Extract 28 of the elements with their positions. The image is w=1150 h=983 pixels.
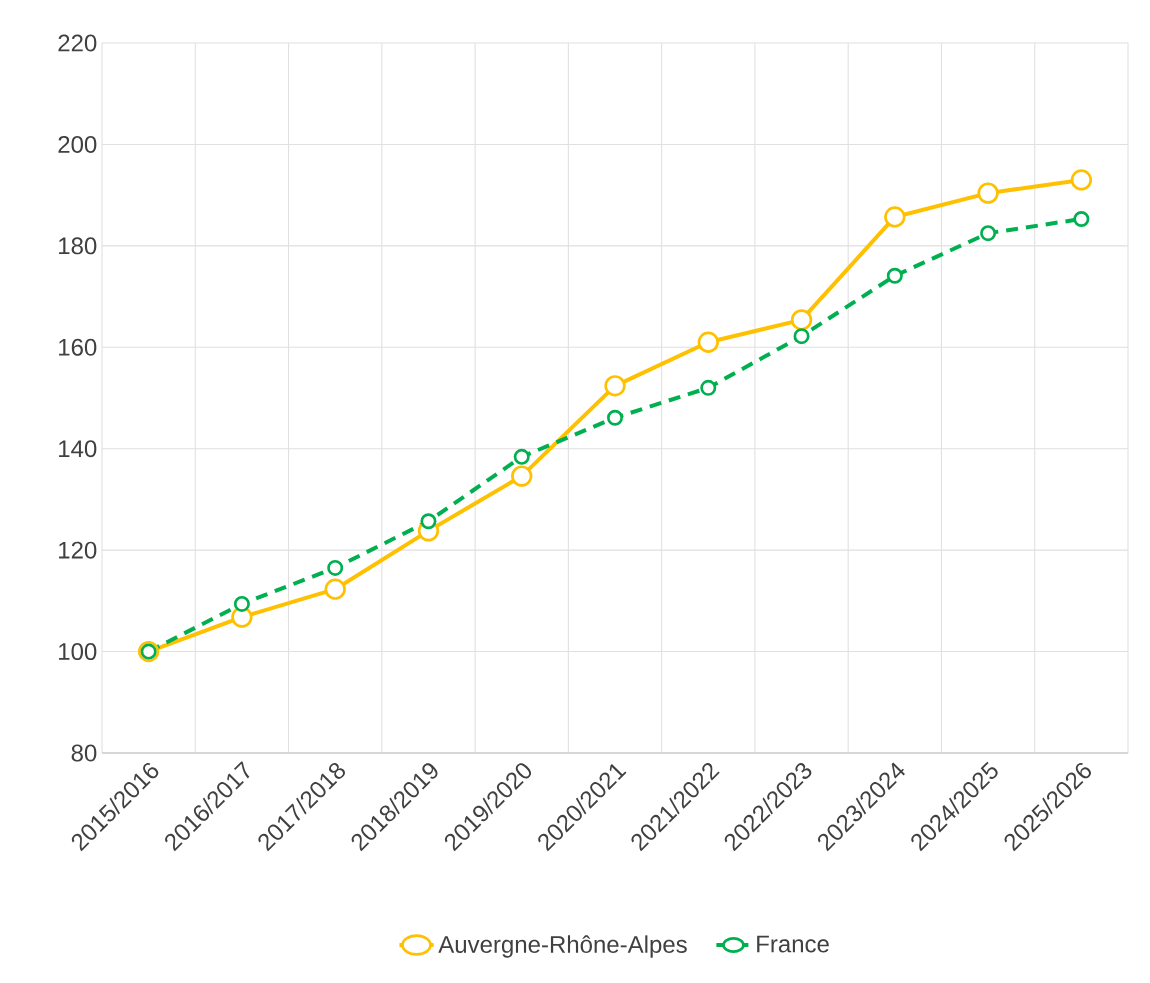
y-tick-label: 160 xyxy=(59,338,97,356)
point xyxy=(886,267,903,284)
point xyxy=(324,578,346,600)
point xyxy=(980,225,997,242)
point xyxy=(513,448,530,465)
y-tick-label: 220 xyxy=(58,34,97,52)
point xyxy=(420,513,437,530)
point xyxy=(700,379,717,396)
y-tick-label: 180 xyxy=(59,237,97,255)
point xyxy=(233,595,250,612)
y-tick-label: 120 xyxy=(59,541,97,559)
legend-label: Auvergne-Rhône-Alpes xyxy=(438,935,687,958)
y-tick-label: 80 xyxy=(71,744,97,762)
point xyxy=(977,182,999,204)
point xyxy=(697,331,719,353)
point xyxy=(793,328,810,345)
y-tick-label: 200 xyxy=(58,135,97,153)
point xyxy=(884,206,906,228)
y-tick-label: 100 xyxy=(59,643,97,661)
point xyxy=(790,309,813,331)
y-tick-label: 140 xyxy=(59,440,97,458)
point xyxy=(511,465,533,487)
point xyxy=(1073,210,1090,227)
point xyxy=(327,559,344,576)
point xyxy=(607,409,624,426)
legend-label: France xyxy=(757,935,829,953)
point xyxy=(1070,169,1093,191)
point xyxy=(604,375,626,397)
